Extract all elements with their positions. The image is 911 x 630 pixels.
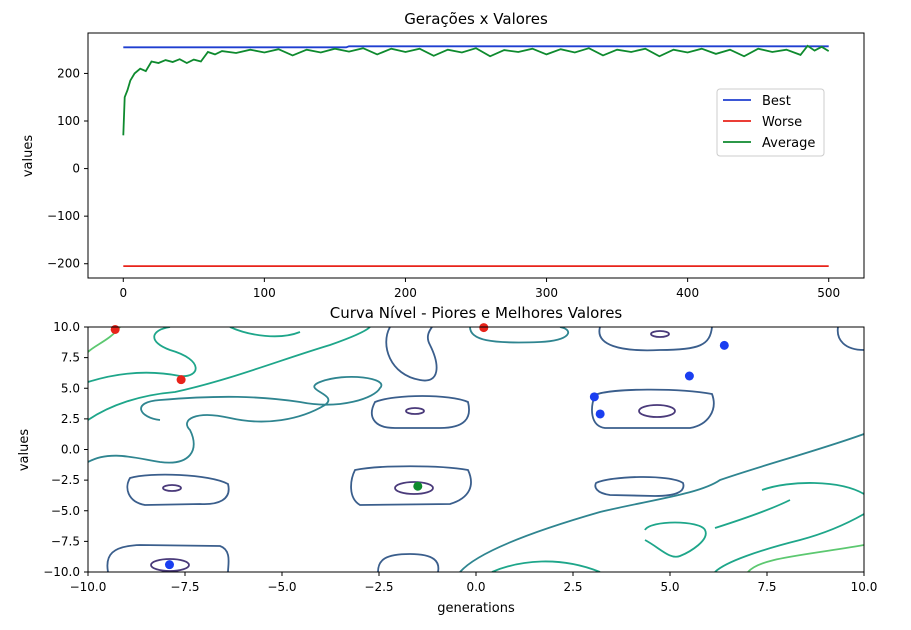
best-point — [589, 392, 599, 402]
x-tick-label: −2.5 — [364, 580, 393, 594]
legend-label-average: Average — [762, 136, 815, 151]
contour-level-4 — [491, 560, 601, 572]
y-tick-label: 7.5 — [61, 351, 80, 365]
x-tick-label: 10.0 — [851, 580, 878, 594]
best-point — [684, 371, 694, 381]
contour-level-4 — [761, 482, 864, 495]
contour-level-2 — [594, 476, 685, 497]
best-point — [164, 560, 174, 570]
worst-point — [110, 324, 120, 334]
contour-level-4 — [229, 327, 301, 338]
y-tick-label: 10.0 — [53, 320, 80, 334]
contour-level-2 — [371, 395, 470, 429]
y-tick-label: 5.0 — [61, 381, 80, 395]
y-tick-label: −2.5 — [51, 473, 80, 487]
contour-level-2 — [836, 327, 864, 351]
y-tick-label: 0.0 — [61, 443, 80, 457]
contour-level-4 — [88, 327, 197, 383]
y-tick-label: 100 — [57, 114, 80, 128]
x-axis-label: generations — [437, 601, 515, 616]
legend: Best Worse Average — [716, 88, 825, 157]
x-tick-label: 0 — [119, 286, 127, 300]
worst-point — [479, 323, 489, 333]
contour-level-1 — [162, 484, 182, 492]
contour-level-2 — [385, 327, 438, 382]
y-tick-label: 200 — [57, 66, 80, 80]
contour-level-1 — [394, 481, 434, 495]
x-tick-label: 7.5 — [757, 580, 776, 594]
worst-point — [176, 375, 186, 385]
y-tick-label: 0 — [72, 162, 80, 176]
y-tick-label: −100 — [47, 209, 80, 223]
tick-group: −10.0 −7.5 −5.0 −2.5 0.0 2.5 5.0 7.5 10.0 −10.0 −7… — [43, 320, 877, 594]
y-axis-label: values — [17, 429, 32, 472]
x-tick-label: 500 — [817, 286, 840, 300]
contour-level-2 — [377, 553, 440, 572]
legend-label-worse: Worse — [762, 115, 802, 130]
y-tick-label: −7.5 — [51, 534, 80, 548]
contour-level-3 — [459, 433, 864, 572]
series-group — [122, 44, 830, 267]
contour-level-4 — [714, 499, 791, 529]
center-point — [413, 481, 423, 491]
y-tick-label: 2.5 — [61, 412, 80, 426]
x-tick-label: 200 — [394, 286, 417, 300]
x-tick-label: −5.0 — [267, 580, 296, 594]
plot-frame — [87, 326, 865, 573]
y-tick-label: −200 — [47, 257, 80, 271]
contour-level-4 — [88, 327, 371, 421]
best-point — [719, 340, 729, 350]
chart-title: Gerações x Valores — [404, 10, 548, 28]
chart-title: Curva Nível - Piores e Melhores Valores — [330, 304, 623, 322]
contour-lines — [88, 327, 864, 572]
contour-level-1 — [405, 407, 425, 415]
x-tick-label: 400 — [676, 286, 699, 300]
contour-level-2 — [126, 473, 230, 506]
x-tick-label: −10.0 — [70, 580, 107, 594]
contour-level-3 — [469, 327, 570, 344]
contour-level-3 — [88, 376, 383, 464]
plot-frame — [87, 32, 865, 279]
x-tick-label: 0.0 — [466, 580, 485, 594]
contour-level-4 — [644, 521, 707, 558]
y-axis-label: values — [21, 135, 36, 178]
x-tick-label: −7.5 — [170, 580, 199, 594]
contour-level-1 — [150, 558, 190, 572]
best-point — [595, 409, 605, 419]
contour-level-2 — [598, 327, 713, 352]
x-tick-label: 300 — [535, 286, 558, 300]
series-line-best — [123, 45, 829, 49]
contour-level-2 — [106, 544, 230, 572]
x-tick-label: 2.5 — [563, 580, 582, 594]
series-line-average — [122, 44, 830, 136]
contour-level-1 — [638, 404, 676, 418]
contour-level-4 — [714, 513, 864, 572]
tick-group: 0 100 200 300 400 500 −200 −100 0 100 200 — [47, 66, 840, 300]
contour-level-2 — [350, 465, 472, 506]
contour-level-1 — [650, 330, 670, 338]
x-tick-label: 5.0 — [660, 580, 679, 594]
x-tick-label: 100 — [253, 286, 276, 300]
y-tick-label: −10.0 — [43, 565, 80, 579]
legend-box — [716, 88, 825, 157]
contour-level-2 — [591, 388, 715, 429]
contour-level-5 — [747, 544, 864, 572]
y-tick-label: −5.0 — [51, 504, 80, 518]
contour-chart: Curva Nível - Piores e Melhores Valores … — [17, 304, 877, 616]
legend-label-best: Best — [762, 94, 791, 109]
point-group — [110, 323, 729, 570]
line-chart: Gerações x Valores values 0 100 200 300 400 5… — [21, 10, 865, 300]
